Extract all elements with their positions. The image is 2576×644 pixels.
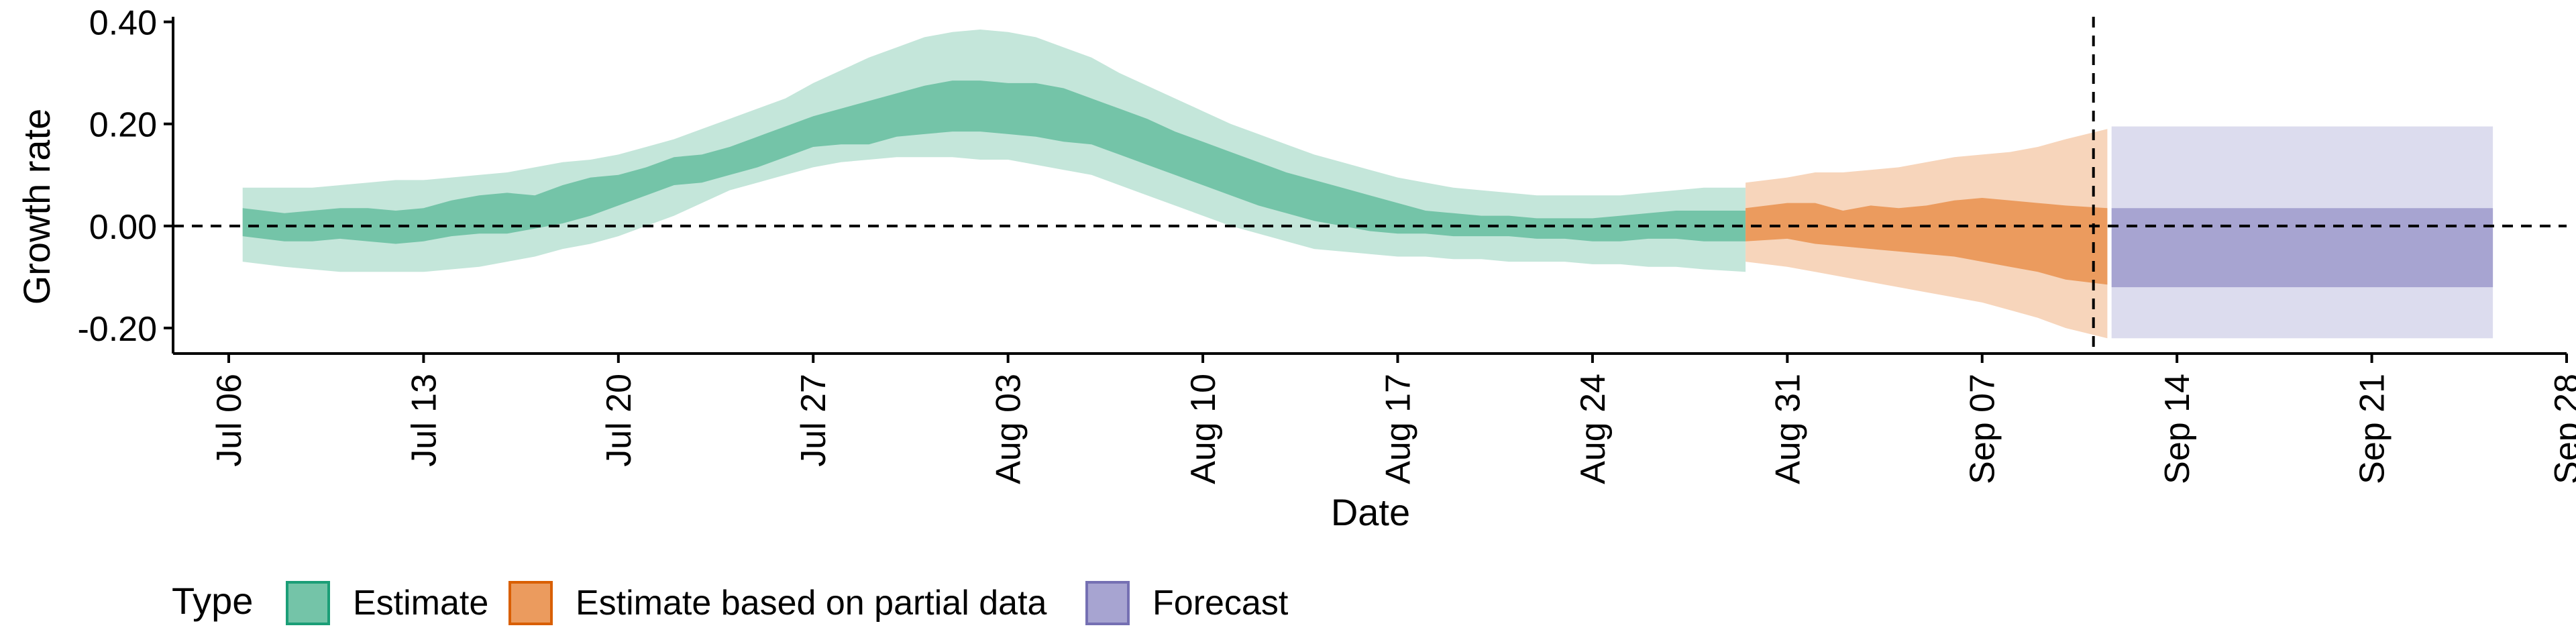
x-tick-label: Sep 14 [2158, 374, 2197, 484]
x-tick-label: Aug 31 [1768, 374, 1807, 484]
y-tick-label: 0.00 [89, 208, 157, 247]
x-tick-label: Aug 17 [1379, 374, 1417, 484]
legend-swatch-forecast [1085, 581, 1130, 625]
reference-lines [173, 17, 2567, 354]
legend-label-forecast: Forecast [1152, 584, 1289, 623]
x-tick-label: Sep 21 [2353, 374, 2392, 484]
x-tick-label: Jul 13 [405, 374, 443, 467]
legend-label-estimate-based-on-partial-data: Estimate based on partial data [576, 584, 1047, 623]
forecast-band-50 [2111, 208, 2493, 288]
legend-label-estimate: Estimate [353, 584, 488, 623]
ribbon-layer [242, 30, 2493, 339]
legend-title: Type [172, 580, 253, 622]
legend: Type Estimate Estimate based on partial d… [172, 580, 1289, 625]
x-tick-label: Sep 28 [2548, 374, 2576, 484]
x-tick-label: Jul 20 [600, 374, 639, 467]
x-tick-label: Jul 06 [210, 374, 249, 467]
tick-labels: -0.20 0.00 0.20 0.40 Jul 06 Jul 13 Jul 20 Jul 2… [77, 4, 2576, 484]
y-tick-label: 0.20 [89, 106, 157, 145]
legend-swatch-estimate-based-on-partial-data [508, 581, 553, 625]
axes [164, 17, 2568, 363]
y-tick-label: -0.20 [77, 310, 157, 349]
y-tick-label: 0.40 [89, 4, 157, 43]
x-tick-label: Aug 10 [1184, 374, 1223, 484]
legend-swatch-estimate [286, 581, 330, 625]
x-tick-label: Aug 24 [1574, 374, 1613, 484]
x-axis-title: Date [1331, 491, 1410, 533]
y-axis-title: Growth rate [15, 109, 58, 305]
estimate-band-50 [242, 80, 1746, 244]
x-tick-label: Sep 07 [1964, 374, 2002, 484]
estimate-based-on-partial-data-band-50 [1746, 198, 2108, 285]
x-tick-label: Jul 27 [794, 374, 833, 467]
x-tick-label: Aug 03 [989, 374, 1028, 484]
